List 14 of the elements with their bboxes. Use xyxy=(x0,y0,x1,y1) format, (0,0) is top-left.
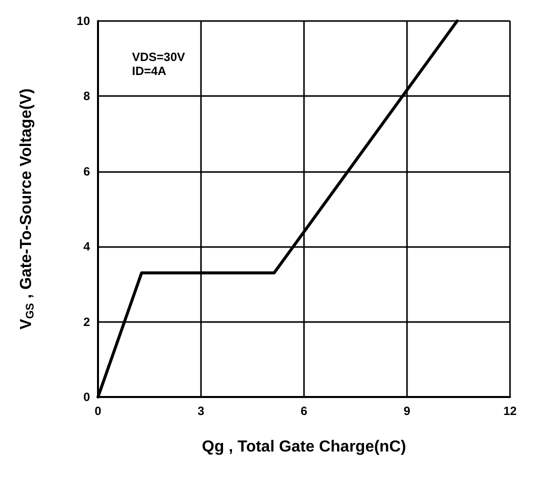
x-tick-label: 0 xyxy=(94,404,102,418)
x-tick-label: 12 xyxy=(503,404,517,418)
y-tick-label: 6 xyxy=(83,164,90,178)
x-tick-label: 9 xyxy=(404,404,411,418)
y-tick-label: 2 xyxy=(83,314,90,329)
y-axis-title: VGS , Gate-To-Source Voltage(V) xyxy=(18,88,36,330)
x-tick-label: 6 xyxy=(300,404,308,418)
annotation: VDS=30V ID=4A xyxy=(132,50,186,78)
x-axis-title: Qg , Total Gate Charge(nC) xyxy=(202,438,406,456)
y-tick-label: 10 xyxy=(76,14,90,28)
y-tick-label: 4 xyxy=(83,240,90,254)
y-tick-label: 8 xyxy=(83,89,90,104)
x-tick-label: 3 xyxy=(198,404,205,418)
y-tick-label: 0 xyxy=(83,390,90,404)
